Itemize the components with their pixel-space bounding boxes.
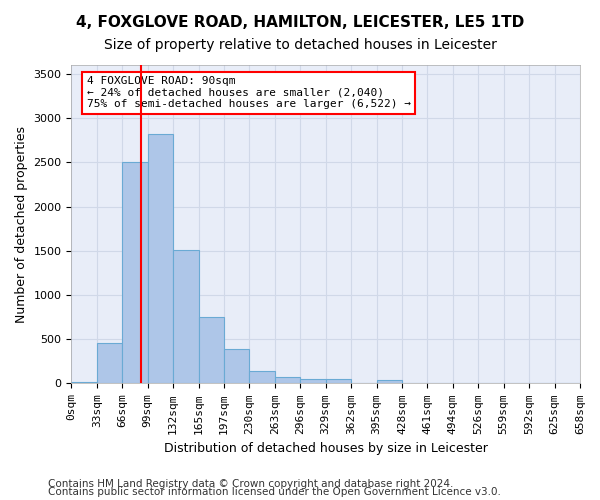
Bar (173, 250, 199, 384)
Bar (326, 379, 351, 384)
X-axis label: Distribution of detached houses by size in Leicester: Distribution of detached houses by size … (164, 442, 488, 455)
Bar (300, 379, 326, 384)
Bar (224, 349, 250, 384)
Bar (199, 317, 224, 384)
Text: Contains HM Land Registry data © Crown copyright and database right 2024.: Contains HM Land Registry data © Crown c… (48, 479, 454, 489)
Text: Size of property relative to detached houses in Leicester: Size of property relative to detached ho… (104, 38, 496, 52)
Text: 4 FOXGLOVE ROAD: 90sqm
← 24% of detached houses are smaller (2,040)
75% of semi-: 4 FOXGLOVE ROAD: 90sqm ← 24% of detached… (86, 76, 410, 110)
Bar (71, 382, 97, 384)
Bar (250, 371, 275, 384)
Text: 4, FOXGLOVE ROAD, HAMILTON, LEICESTER, LE5 1TD: 4, FOXGLOVE ROAD, HAMILTON, LEICESTER, L… (76, 15, 524, 30)
Bar (148, 134, 173, 384)
Bar (275, 378, 300, 384)
Text: Contains public sector information licensed under the Open Government Licence v3: Contains public sector information licen… (48, 487, 501, 497)
Bar (377, 380, 402, 384)
Y-axis label: Number of detached properties: Number of detached properties (15, 126, 28, 322)
Bar (97, 343, 122, 384)
Bar (122, 162, 148, 384)
